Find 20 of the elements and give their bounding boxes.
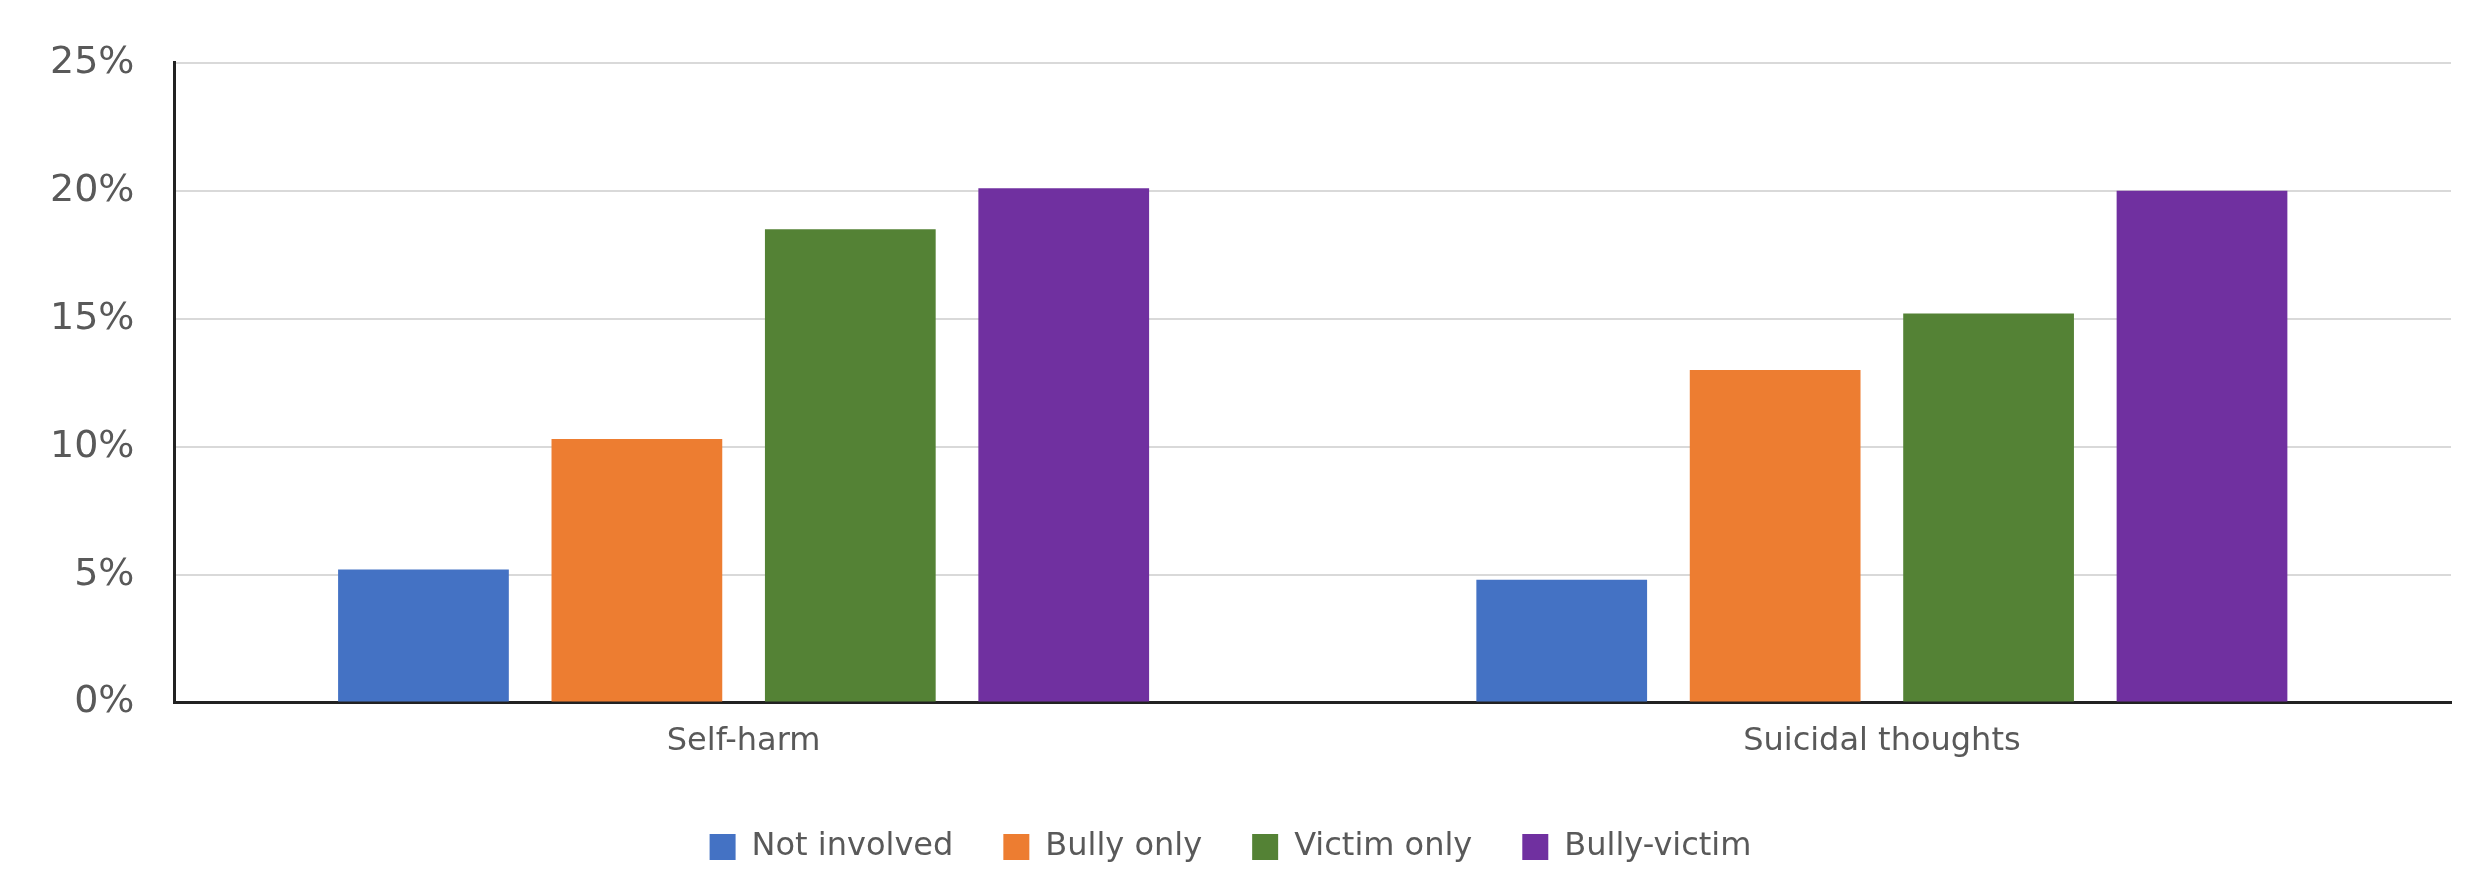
bar — [978, 188, 1150, 702]
bar — [1903, 313, 2074, 702]
y-tick-label: 25% — [49, 37, 135, 82]
bar — [338, 569, 509, 702]
y-tick-label: 0% — [74, 677, 135, 722]
legend-label: Bully-victim — [1564, 825, 1752, 864]
bar — [2116, 190, 2288, 702]
bar — [764, 229, 936, 702]
x-tick-label: Self-harm — [666, 720, 821, 759]
bar — [551, 439, 723, 702]
bar — [1476, 579, 1648, 702]
legend-label: Victim only — [1294, 825, 1473, 864]
y-tick-label: 20% — [49, 165, 135, 210]
y-tick-label: 15% — [49, 293, 135, 338]
y-tick-label: 5% — [74, 549, 135, 594]
bar — [1689, 369, 1861, 702]
y-tick-label: 10% — [49, 421, 135, 466]
legend-label: Bully only — [1045, 825, 1203, 864]
x-tick-label: Suicidal thoughts — [1743, 720, 2021, 759]
legend-label: Not involved — [751, 825, 954, 864]
